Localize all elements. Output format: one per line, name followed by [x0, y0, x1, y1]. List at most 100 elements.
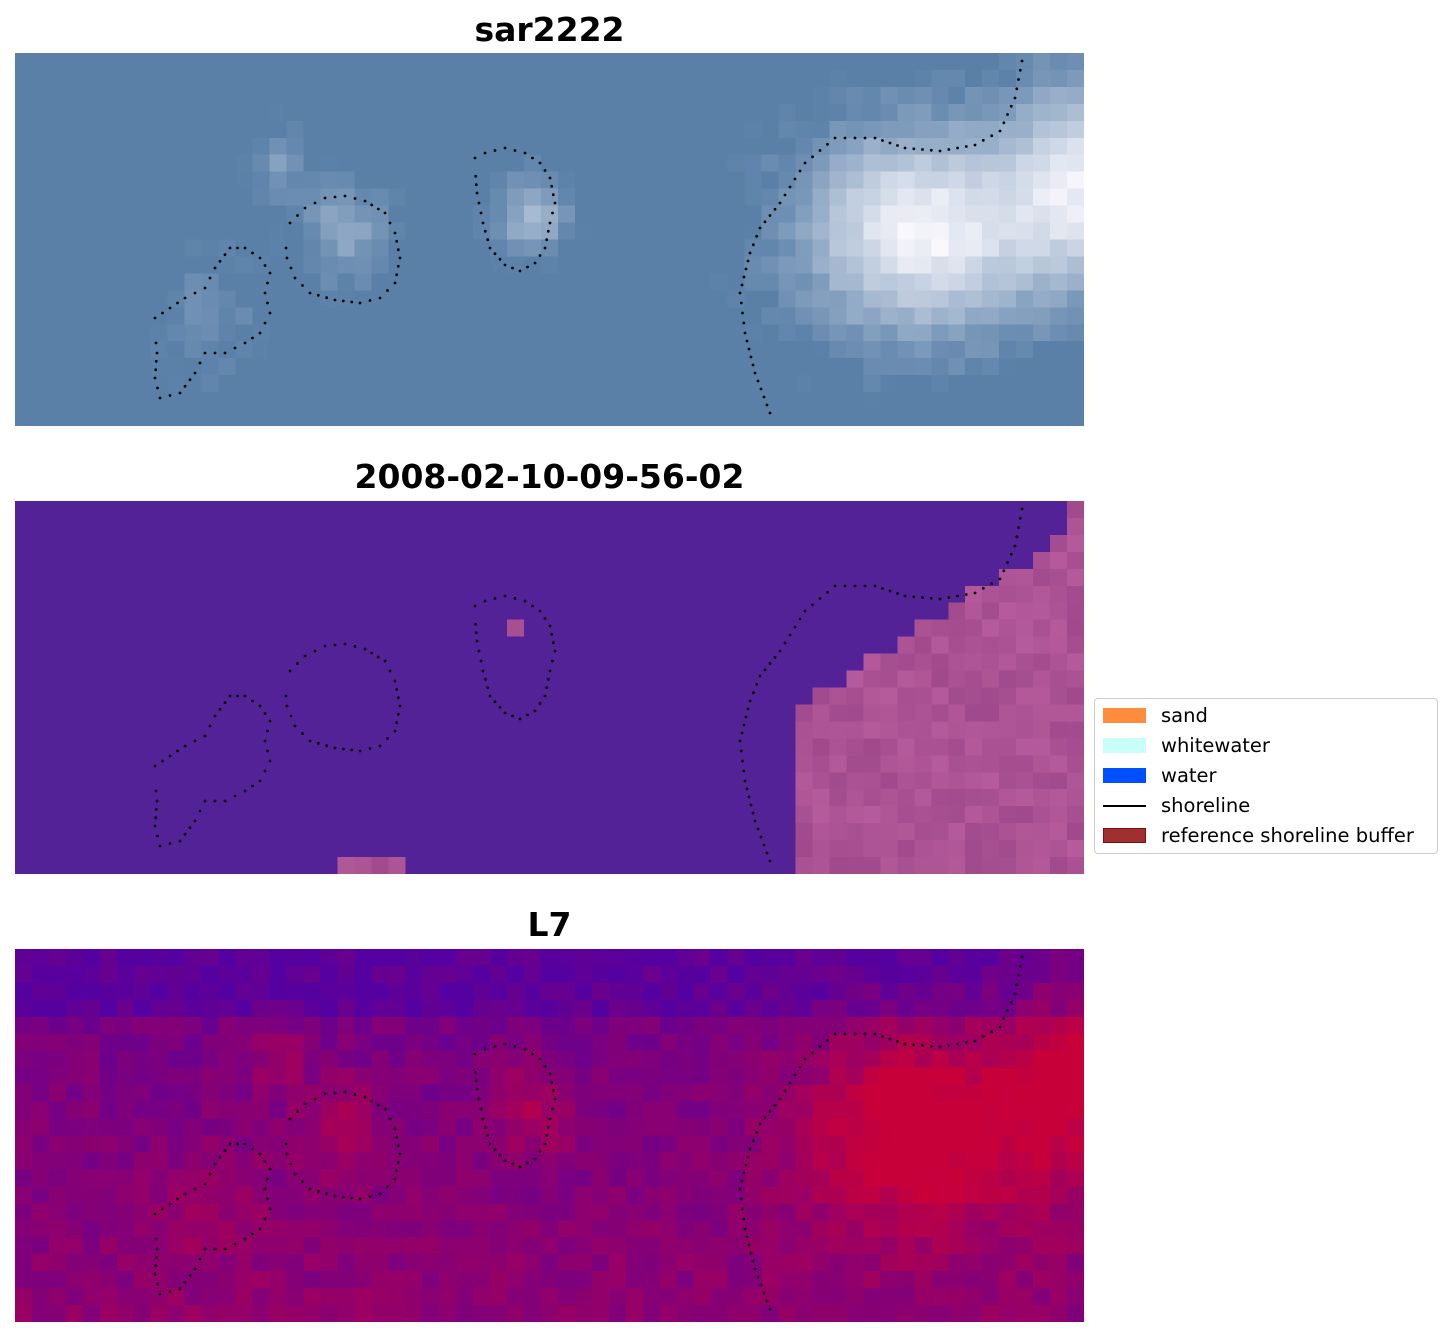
shoreline-point: [383, 211, 387, 215]
shoreline-point: [798, 1065, 802, 1069]
shoreline-point: [333, 1194, 337, 1198]
shoreline-point: [289, 1162, 293, 1166]
shoreline-point: [474, 174, 478, 178]
shoreline-point: [341, 1195, 345, 1199]
shoreline-point: [474, 183, 478, 187]
shoreline-point: [998, 129, 1002, 133]
shoreline-point: [888, 1037, 892, 1041]
shoreline-point: [396, 712, 400, 716]
shoreline-point: [158, 1292, 162, 1296]
shoreline-point: [155, 1247, 159, 1251]
shoreline-point: [881, 1035, 884, 1038]
shoreline-point: [378, 296, 382, 300]
shoreline-point: [236, 1142, 239, 1146]
shoreline-point: [228, 1142, 232, 1146]
shoreline-point: [473, 604, 477, 608]
shoreline-point: [493, 1045, 497, 1048]
shoreline-point: [748, 251, 752, 255]
shoreline-point: [538, 161, 542, 165]
shoreline-point: [550, 632, 554, 636]
shoreline-point: [929, 1044, 933, 1048]
shoreline-point: [551, 641, 555, 645]
shoreline-point: [493, 149, 497, 152]
shoreline-point: [759, 1283, 763, 1287]
shoreline-point: [746, 259, 750, 263]
shoreline-point: [370, 203, 374, 207]
shoreline-point: [551, 193, 555, 197]
shoreline-point: [853, 1032, 857, 1036]
shoreline-point: [473, 1052, 477, 1056]
shoreline-point: [973, 591, 977, 595]
shoreline-point: [947, 1044, 951, 1047]
shoreline-point: [551, 211, 554, 215]
shoreline-point: [538, 1150, 542, 1153]
shoreline-point: [538, 609, 542, 613]
shoreline-point: [153, 316, 157, 320]
shoreline-point: [251, 251, 254, 255]
shoreline-point: [758, 226, 762, 230]
shoreline-point: [1006, 1009, 1009, 1012]
legend-item-shoreline: shoreline: [1103, 795, 1433, 817]
shoreline-point: [218, 1155, 222, 1159]
shoreline-point: [161, 759, 164, 763]
legend-item-sand: sand: [1103, 705, 1433, 727]
shoreline-point: [296, 662, 299, 665]
shoreline-point: [183, 744, 187, 748]
shoreline-point: [203, 799, 207, 803]
shoreline-point: [739, 301, 743, 305]
shoreline-point: [481, 1117, 485, 1121]
whitewater-swatch: [1103, 738, 1146, 753]
shoreline-point: [803, 1057, 807, 1061]
shoreline-point: [308, 291, 312, 295]
shoreline-point: [293, 724, 297, 728]
shoreline-point: [223, 253, 227, 257]
shoreline-point: [363, 647, 367, 651]
shoreline-point: [826, 1038, 829, 1042]
shoreline-point: [223, 1247, 227, 1251]
shoreline-point: [548, 176, 552, 180]
shoreline-point: [483, 1047, 487, 1051]
shoreline-point: [981, 138, 985, 142]
shoreline-point: [1002, 569, 1006, 573]
shoreline-point: [921, 596, 924, 599]
shoreline-point: [358, 1197, 362, 1201]
shoreline-point: [168, 1290, 172, 1293]
shoreline-point: [156, 834, 159, 838]
shoreline-point: [548, 624, 552, 628]
shoreline-point: [788, 185, 792, 189]
shoreline-point: [218, 259, 222, 263]
shoreline-point: [964, 145, 968, 148]
shoreline-point: [203, 351, 207, 355]
shoreline-point: [236, 246, 239, 250]
shoreline-point: [533, 709, 537, 713]
shoreline-point: [398, 256, 402, 260]
shoreline-point: [289, 714, 293, 718]
shoreline-point: [873, 1032, 877, 1036]
shoreline-point: [1020, 955, 1024, 959]
shoreline-point: [498, 1153, 502, 1157]
shoreline-point: [198, 1257, 202, 1261]
shoreline-point: [285, 704, 289, 708]
shoreline-point: [818, 1045, 822, 1048]
shoreline-point: [543, 246, 547, 250]
shoreline-point: [168, 754, 172, 758]
shoreline-point: [523, 151, 527, 155]
shoreline-point: [1013, 992, 1017, 996]
shoreline-point: [748, 699, 752, 703]
shoreline-point: [742, 321, 746, 325]
shoreline-point: [154, 368, 158, 372]
index-raster: [15, 949, 1084, 1322]
shoreline-point: [293, 1172, 297, 1176]
shoreline-point: [168, 842, 172, 845]
shoreline-point: [203, 286, 207, 290]
shoreline-point: [316, 1189, 320, 1193]
shoreline-point: [742, 1171, 746, 1175]
shoreline-point: [768, 1110, 772, 1113]
shoreline-point: [551, 1089, 555, 1093]
shoreline-point: [266, 749, 269, 753]
shoreline-point: [263, 712, 267, 715]
shoreline-point: [756, 827, 760, 831]
shoreline-points: [153, 507, 1024, 863]
shoreline-point: [742, 769, 746, 773]
shoreline-point: [303, 654, 307, 658]
